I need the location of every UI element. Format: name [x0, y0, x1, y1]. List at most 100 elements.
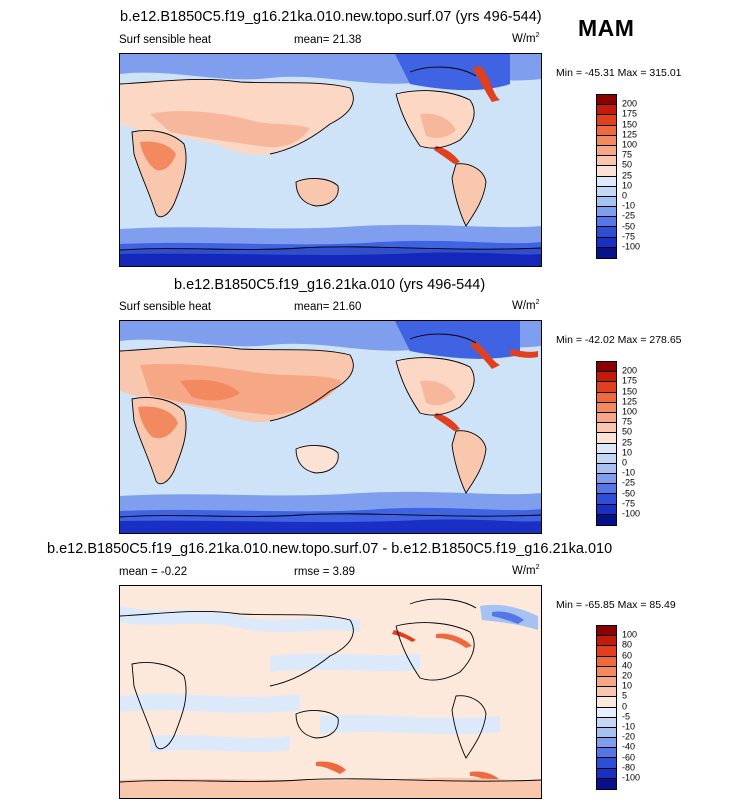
colorbar-tick-label: 0: [622, 701, 628, 712]
colorbar-swatch: [597, 687, 616, 698]
colorbar-tick-label: 10: [622, 180, 633, 191]
panel-3-units: W/m2: [512, 564, 540, 577]
colorbar-swatch: [597, 778, 616, 789]
colorbar-tick-label: 10: [622, 447, 633, 458]
colorbar-tick-label: -50: [622, 221, 636, 232]
colorbar-swatch: [597, 372, 616, 383]
colorbar-swatch: [597, 636, 616, 647]
colorbar-tick-label: 75: [622, 149, 633, 160]
panel-2-title: b.e12.B1850C5.f19_g16.21ka.010 (yrs 496-…: [174, 277, 486, 293]
colorbar-swatch: [597, 402, 616, 413]
colorbar-swatch: [597, 115, 616, 126]
colorbar-swatch: [597, 514, 616, 525]
panel-1-field: [120, 54, 541, 266]
colorbar-tick-label: 175: [622, 108, 638, 119]
colorbar-tick-label: 125: [622, 129, 638, 140]
colorbar-swatch: [597, 156, 616, 167]
colorbar-swatch: [597, 196, 616, 208]
colorbar-swatch: [597, 95, 616, 106]
colorbar-swatch: [597, 166, 616, 177]
colorbar-swatch: [597, 626, 616, 637]
colorbar-swatch: [597, 105, 616, 116]
season-label: MAM: [578, 15, 635, 41]
colorbar-tick-label: 125: [622, 396, 638, 407]
colorbar-tick-label: 10: [622, 680, 633, 691]
colorbar-swatch: [597, 504, 616, 515]
colorbar-tick-label: 75: [622, 416, 633, 427]
colorbar-swatch: [597, 768, 616, 779]
colorbar-swatch: [597, 125, 616, 136]
colorbar-tick-label: 100: [622, 629, 638, 640]
colorbar-tick-label: -10: [622, 200, 636, 211]
panel-1-map: [119, 53, 542, 267]
colorbar-swatch: [597, 412, 616, 424]
panel-2-map: [119, 320, 542, 534]
colorbar-swatch: [597, 474, 616, 485]
colorbar-tick-label: -20: [622, 731, 636, 742]
panel-3-map: [119, 585, 542, 799]
colorbar-tick-label: -5: [622, 711, 631, 722]
colorbar-swatch: [597, 484, 616, 495]
colorbar-tick-label: -40: [622, 741, 636, 752]
colorbar-tick-label: 80: [622, 639, 633, 650]
colorbar-tick-label: -60: [622, 752, 636, 763]
colorbar-tick-label: 25: [622, 437, 633, 448]
colorbar-tick-label: 25: [622, 170, 633, 181]
colorbar-swatch: [597, 423, 616, 434]
colorbar-swatch: [597, 207, 616, 218]
panel-1-mean: mean= 21.38: [294, 34, 362, 46]
colorbar-tick-label: -25: [622, 210, 636, 221]
colorbar-tick-label: -75: [622, 231, 636, 242]
colorbar-swatch: [597, 758, 616, 769]
colorbar-swatch: [597, 135, 616, 146]
panel-2-field: [120, 321, 541, 533]
colorbar-swatch: [597, 186, 616, 197]
colorbar-tick-label: -100: [622, 508, 641, 519]
panel-3-field: [120, 586, 541, 798]
colorbar-tick-label: 20: [622, 670, 633, 681]
colorbar-tick-label: -25: [622, 477, 636, 488]
colorbar-tick-label: 50: [622, 426, 633, 437]
colorbar-tick-label: -80: [622, 762, 636, 773]
colorbar-swatch: [597, 176, 616, 187]
colorbar-swatch: [597, 717, 616, 728]
colorbar-swatch: [597, 727, 616, 739]
panel-1-units: W/m2: [512, 32, 540, 45]
colorbar-tick-label: -10: [622, 721, 636, 732]
colorbar-tick-label: 175: [622, 375, 638, 386]
colorbar-tick-label: -10: [622, 467, 636, 478]
colorbar-tick-label: 100: [622, 406, 638, 417]
colorbar-swatch: [597, 666, 616, 677]
colorbar-swatch: [597, 362, 616, 373]
panel-1-title: b.e12.B1850C5.f19_g16.21ka.010.new.topo.…: [120, 9, 542, 25]
colorbar-tick-label: -100: [622, 772, 641, 783]
colorbar-swatch: [597, 676, 616, 688]
panel-1-variable-label: Surf sensible heat: [119, 34, 212, 46]
colorbar-swatch: [597, 646, 616, 657]
colorbar-tick-label: 5: [622, 690, 628, 701]
colorbar-swatch: [597, 145, 616, 157]
panel-3-rmse: rmse = 3.89: [294, 566, 356, 578]
colorbar-tick-label: 200: [622, 98, 638, 109]
colorbar-swatch: [597, 443, 616, 454]
panel-3-title: b.e12.B1850C5.f19_g16.21ka.010.new.topo.…: [47, 541, 613, 557]
panel-1-minmax: Min = -45.31 Max = 315.01: [556, 67, 682, 79]
colorbar-swatch: [597, 656, 616, 667]
colorbar-tick-label: -100: [622, 241, 641, 252]
colorbar-swatch: [597, 227, 616, 238]
colorbar-tick-label: 150: [622, 386, 638, 397]
colorbar-swatch: [597, 748, 616, 759]
colorbar-swatch: [597, 217, 616, 228]
panel-2-colorbar: [596, 361, 617, 526]
colorbar-tick-label: 0: [622, 190, 628, 201]
colorbar-tick-label: 0: [622, 457, 628, 468]
panel-2-minmax: Min = -42.02 Max = 278.65: [556, 334, 682, 346]
colorbar-tick-label: 50: [622, 159, 633, 170]
colorbar-swatch: [597, 247, 616, 258]
colorbar-swatch: [597, 463, 616, 475]
panel-2-variable-label: Surf sensible heat: [119, 301, 212, 313]
colorbar-swatch: [597, 697, 616, 708]
colorbar-swatch: [597, 707, 616, 718]
colorbar-tick-label: 150: [622, 119, 638, 130]
